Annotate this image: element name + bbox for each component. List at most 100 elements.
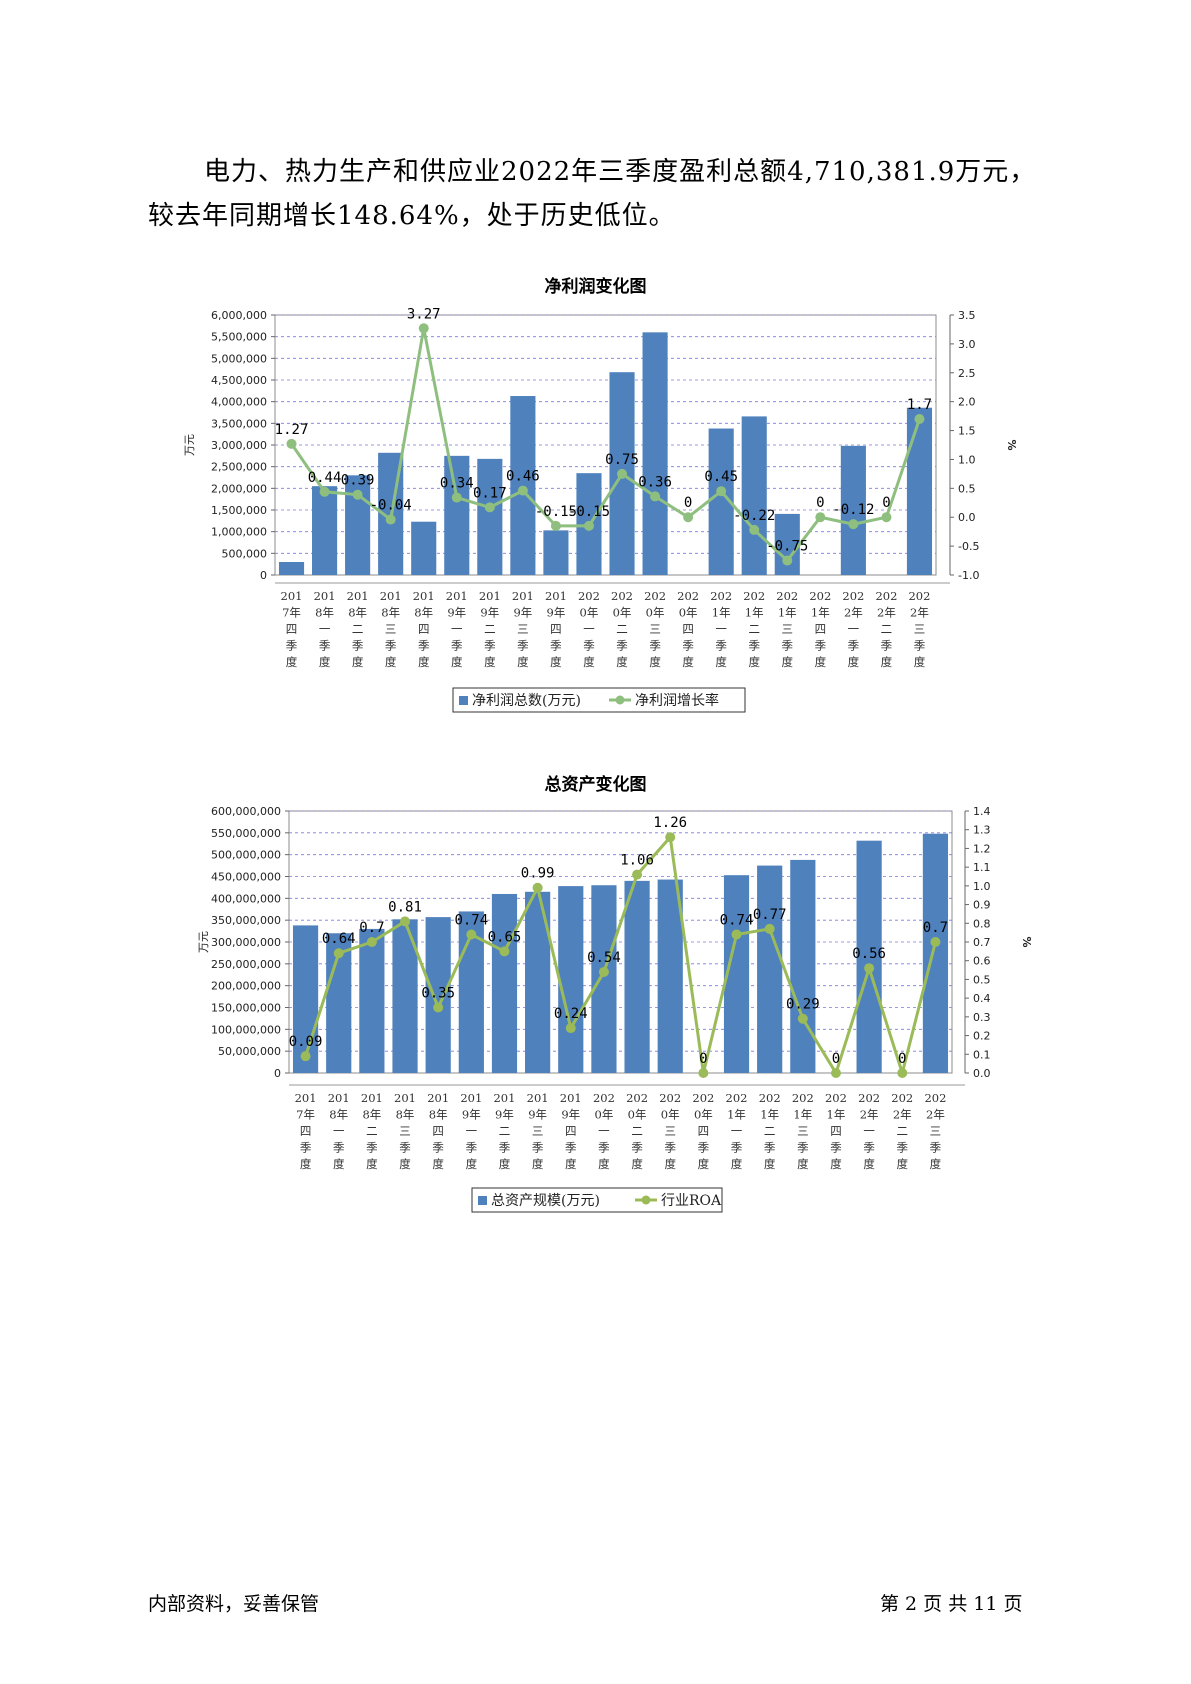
x-tick-label: 201 [394, 1091, 416, 1105]
x-tick-label: 202 [626, 1091, 648, 1105]
x-tick-label: 季 [881, 639, 893, 653]
x-tick-label: 四 [815, 622, 827, 636]
y-tick-label: 200,000,000 [211, 980, 281, 993]
legend-bar-label: 净利润总数(万元) [472, 693, 581, 709]
x-tick-label: 二 [897, 1124, 909, 1138]
y2-tick-label: 0.0 [973, 1067, 991, 1080]
bar [411, 521, 437, 575]
x-tick-label: 四 [418, 622, 430, 636]
chart1-net-profit: 0 500,000 1,000,000 1,500,000 2,000,000 2,500… [183, 306, 1018, 713]
x-tick-label: 四 [698, 1124, 710, 1138]
line-point [583, 520, 594, 531]
bar [444, 455, 470, 575]
line-point [418, 323, 429, 334]
data-label: -0.75 [766, 539, 808, 555]
y2-tick-label: -0.5 [958, 540, 979, 553]
x-tick-label: 度 [499, 1157, 511, 1171]
line-point [698, 1068, 709, 1078]
x-tick-label: 201 [545, 589, 567, 603]
x-tick-label: 二 [352, 622, 364, 636]
y-axis-unit: 万元 [183, 434, 196, 456]
data-label: 0.7 [923, 920, 948, 936]
line-point [782, 555, 793, 566]
data-label: 3.27 [407, 306, 441, 322]
y2-tick-label: 0.2 [973, 1030, 991, 1043]
x-tick-label: 度 [815, 655, 827, 669]
x-tick-label: 202 [891, 1091, 913, 1105]
x-tick-label: 202 [759, 1091, 781, 1105]
x-tick-label: 8年 [381, 606, 400, 620]
x-tick-label: 0年 [661, 1108, 680, 1122]
y-axis-unit: 万元 [197, 931, 210, 953]
x-tick-label: 2年 [910, 606, 929, 620]
data-label: 1.27 [275, 422, 309, 438]
bar [425, 917, 451, 1073]
x-tick-label: 三 [664, 1124, 676, 1138]
x-tick-label: 8年 [429, 1108, 448, 1122]
x-tick-label: 季 [598, 1141, 610, 1155]
x-tick-label: 四 [300, 1124, 312, 1138]
x-tick-label: 二 [764, 1124, 776, 1138]
x-tick-label: 季 [616, 639, 628, 653]
y-tick-label: 500,000 [222, 547, 268, 560]
legend-bar-swatch [459, 696, 468, 705]
x-tick-label: 202 [726, 1091, 748, 1105]
data-label: -0.22 [733, 508, 775, 524]
x-tick-label: 二 [881, 622, 893, 636]
y2-tick-label: 1.5 [958, 425, 976, 438]
x-tick-label: 度 [418, 655, 430, 669]
x-tick-label: 度 [830, 1157, 842, 1171]
x-tick-label: 度 [300, 1157, 312, 1171]
line-point [764, 923, 775, 934]
x-tick-label: 四 [830, 1124, 842, 1138]
x-tick-label: 201 [493, 1091, 515, 1105]
x-tick-label: 201 [427, 1091, 449, 1105]
x-tick-label: 202 [825, 1091, 847, 1105]
x-tick-label: 7年 [282, 606, 301, 620]
line-point [617, 468, 628, 479]
data-label: -0.15 [535, 504, 577, 520]
data-label: 0.35 [421, 986, 455, 1002]
x-tick-label: 一 [848, 622, 860, 636]
data-label: 0.17 [473, 485, 507, 501]
data-label: 0.81 [388, 899, 422, 915]
y-tick-label: 2,500,000 [211, 461, 267, 474]
x-tick-label: 二 [499, 1124, 511, 1138]
data-label: 0 [699, 1051, 707, 1067]
x-tick-label: 0年 [694, 1108, 713, 1122]
x-tick-label: 0年 [628, 1108, 647, 1122]
x-tick-label: 度 [550, 655, 562, 669]
x-tick-label: 1年 [727, 1108, 746, 1122]
x-tick-label: 一 [863, 1124, 875, 1138]
x-tick-label: 季 [451, 639, 463, 653]
x-tick-label: 202 [644, 589, 666, 603]
data-label: 0.7 [359, 920, 384, 936]
line-point [650, 491, 661, 502]
y-tick-label: 350,000,000 [211, 914, 281, 927]
line-point [300, 1051, 311, 1062]
x-tick-label: 0年 [613, 606, 632, 620]
x-tick-label: 季 [698, 1141, 710, 1155]
x-tick-label: 四 [682, 622, 694, 636]
x-tick-label: 季 [649, 639, 661, 653]
x-tick-label: 度 [715, 655, 727, 669]
y-tick-label: 500,000,000 [211, 849, 281, 862]
x-tick-label: 二 [748, 622, 760, 636]
x-tick-label: 202 [593, 1091, 615, 1105]
bar [591, 885, 617, 1073]
line-point [333, 948, 344, 959]
x-tick-label: 度 [782, 655, 794, 669]
y2-tick-label: 1.2 [973, 842, 991, 855]
x-tick-label: 度 [432, 1157, 444, 1171]
x-tick-label: 202 [710, 589, 732, 603]
y-tick-label: 50,000,000 [218, 1045, 281, 1058]
x-tick-label: 1年 [827, 1108, 846, 1122]
y-tick-label: 1,500,000 [211, 504, 267, 517]
x-tick-label: 201 [328, 1091, 350, 1105]
x-tick-label: 度 [532, 1157, 544, 1171]
data-label: 0.24 [554, 1006, 588, 1022]
x-tick-label: 季 [286, 639, 298, 653]
x-tick-label: 一 [466, 1124, 478, 1138]
x-tick-label: 季 [782, 639, 794, 653]
data-label: 0.74 [454, 913, 488, 929]
